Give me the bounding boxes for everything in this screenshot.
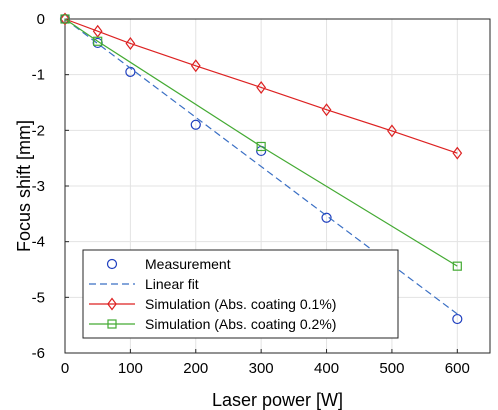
series-2-point [452,146,463,160]
x-tick-label: 400 [314,360,339,377]
legend-swatch-marker [107,297,117,311]
legend-label: Linear fit [145,276,199,292]
series-2-point [125,36,136,50]
y-tick-label: -5 [32,289,45,306]
series-3-point [256,141,266,152]
x-tick-label: 500 [379,360,404,377]
series-2-point [321,103,332,117]
x-axis-label: Laser power [W] [212,390,343,410]
series-2-point [256,80,267,94]
legend-label: Simulation (Abs. coating 0.1%) [145,296,336,312]
series-2-line [64,18,458,154]
y-tick-label: -1 [32,67,45,84]
series-3-point [93,36,103,46]
series-2-point [387,124,397,138]
legend-swatch-marker [107,319,117,329]
axes [64,18,491,354]
x-tick-label: 200 [183,360,208,377]
x-tick-label: 0 [61,360,69,377]
legend-label: Measurement [145,256,231,272]
x-tick-label: 100 [118,360,143,377]
tick-labels: 0 100 200 300 400 500 600 0 -1 -2 -3 -4 -5 -6 [32,11,470,377]
y-tick-label: 0 [37,11,45,28]
series-0-point [452,313,463,325]
y-tick-label: -4 [32,234,45,251]
y-tick-label: -3 [32,178,45,195]
series-2-point [60,12,70,26]
legend-box [82,249,399,339]
y-tick-label: -2 [32,122,45,139]
series-0-point [190,119,201,130]
y-tick-label: -6 [32,345,45,362]
series-0-point [321,212,332,223]
series-3-line [64,18,458,267]
legend-label: Simulation (Abs. coating 0.2%) [145,316,336,332]
legend-swatch-marker [106,258,118,270]
series-2-point [190,59,201,73]
series-3-point [60,14,70,24]
y-axis-label: Focus shift [mm] [14,120,34,252]
series-0-point [125,66,136,77]
x-tick-label: 300 [249,360,274,377]
series-3-point [452,261,462,271]
legend: Measurement Linear fit Simulation (Abs. co… [82,249,399,339]
x-tick-label: 600 [445,360,470,377]
